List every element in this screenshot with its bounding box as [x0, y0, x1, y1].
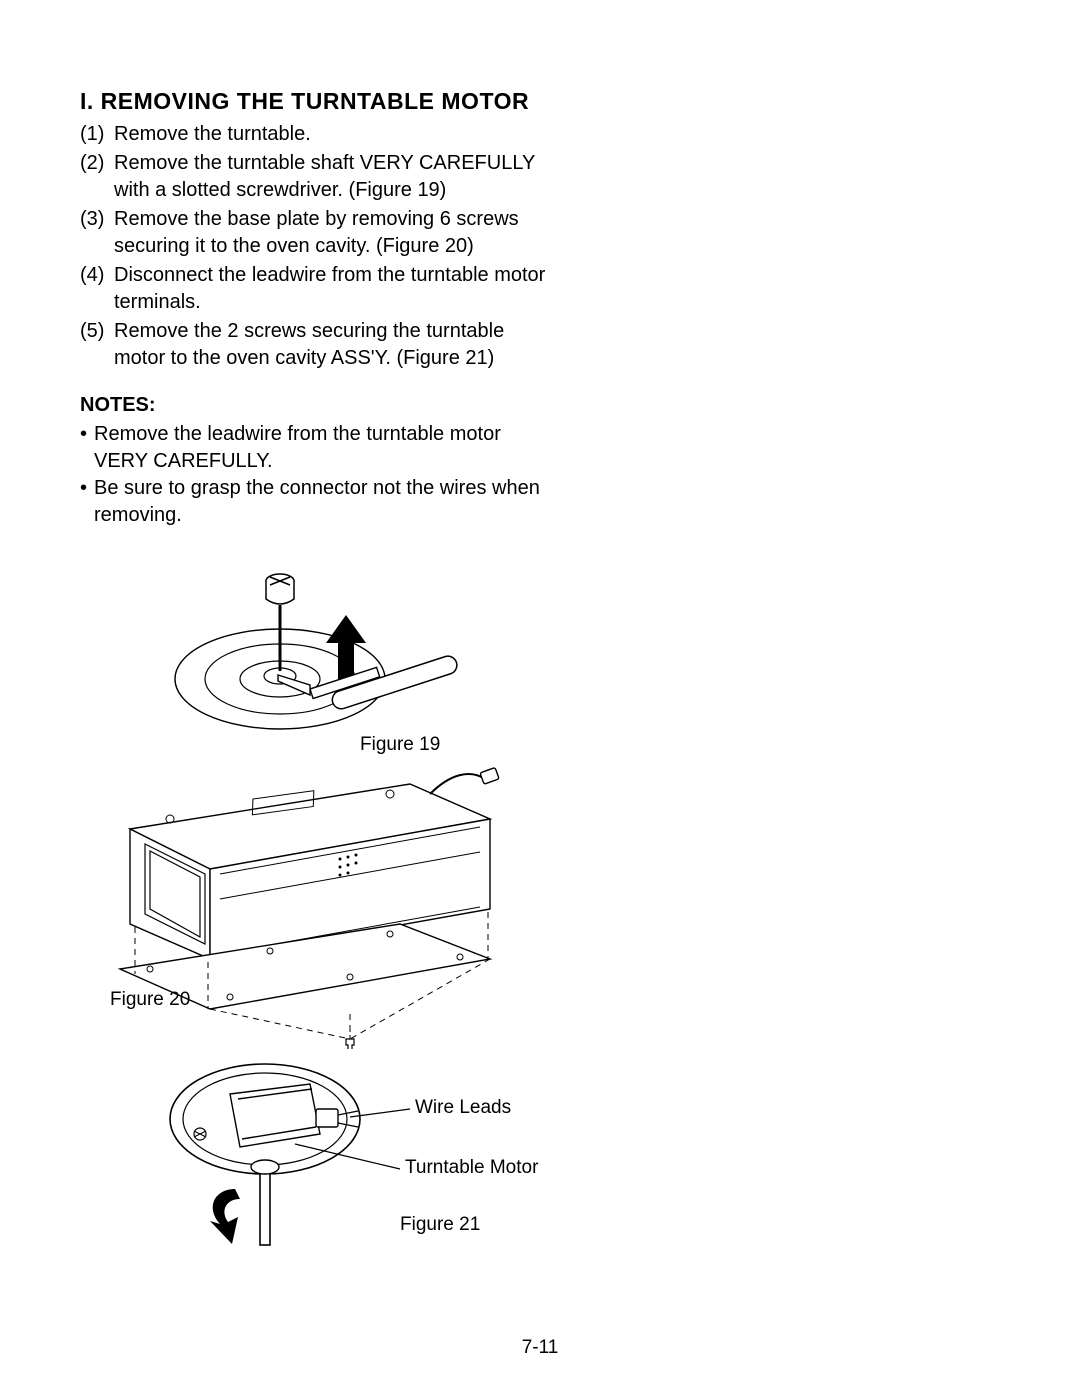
step-text: Remove the 2 screws securing the turntab…: [114, 318, 554, 372]
step-text: Disconnect the leadwire from the turntab…: [114, 262, 554, 316]
step-list: (1) Remove the turntable. (2) Remove the…: [80, 121, 1000, 372]
step-item: (2) Remove the turntable shaft VERY CARE…: [80, 150, 1000, 204]
step-number: (1): [80, 121, 114, 148]
step-number: (4): [80, 262, 114, 316]
figure-21: Wire Leads Turntable Motor Figure 21: [120, 1039, 540, 1259]
note-item: • Be sure to grasp the connector not the…: [80, 475, 1000, 529]
figure-20: Figure 20: [90, 759, 510, 1049]
step-item: (1) Remove the turntable.: [80, 121, 1000, 148]
step-text: Remove the turntable shaft VERY CAREFULL…: [114, 150, 554, 204]
step-item: (4) Disconnect the leadwire from the tur…: [80, 262, 1000, 316]
notes-heading: NOTES:: [80, 394, 1000, 417]
figure-20-caption: Figure 20: [110, 989, 190, 1011]
callout-wire-leads: Wire Leads: [415, 1097, 511, 1119]
manual-page: I. REMOVING THE TURNTABLE MOTOR (1) Remo…: [0, 0, 1080, 1399]
figure-21-caption: Figure 21: [400, 1214, 480, 1236]
figure-19-caption: Figure 19: [360, 734, 440, 756]
figure-19-illustration: [160, 559, 460, 759]
figure-19: Figure 19: [160, 559, 460, 759]
figures-area: Figure 19: [80, 559, 580, 1259]
callout-turntable-motor: Turntable Motor: [405, 1157, 538, 1179]
note-text: Remove the leadwire from the turntable m…: [94, 421, 554, 475]
bullet-icon: •: [80, 421, 94, 475]
step-number: (2): [80, 150, 114, 204]
bullet-icon: •: [80, 475, 94, 529]
step-number: (5): [80, 318, 114, 372]
step-text: Remove the base plate by removing 6 scre…: [114, 206, 554, 260]
step-number: (3): [80, 206, 114, 260]
section-heading: I. REMOVING THE TURNTABLE MOTOR: [80, 88, 1000, 115]
step-item: (3) Remove the base plate by removing 6 …: [80, 206, 1000, 260]
note-text: Be sure to grasp the connector not the w…: [94, 475, 554, 529]
note-item: • Remove the leadwire from the turntable…: [80, 421, 1000, 475]
page-number: 7-11: [0, 1337, 1080, 1359]
step-item: (5) Remove the 2 screws securing the tur…: [80, 318, 1000, 372]
notes-list: • Remove the leadwire from the turntable…: [80, 421, 1000, 529]
step-text: Remove the turntable.: [114, 121, 311, 148]
